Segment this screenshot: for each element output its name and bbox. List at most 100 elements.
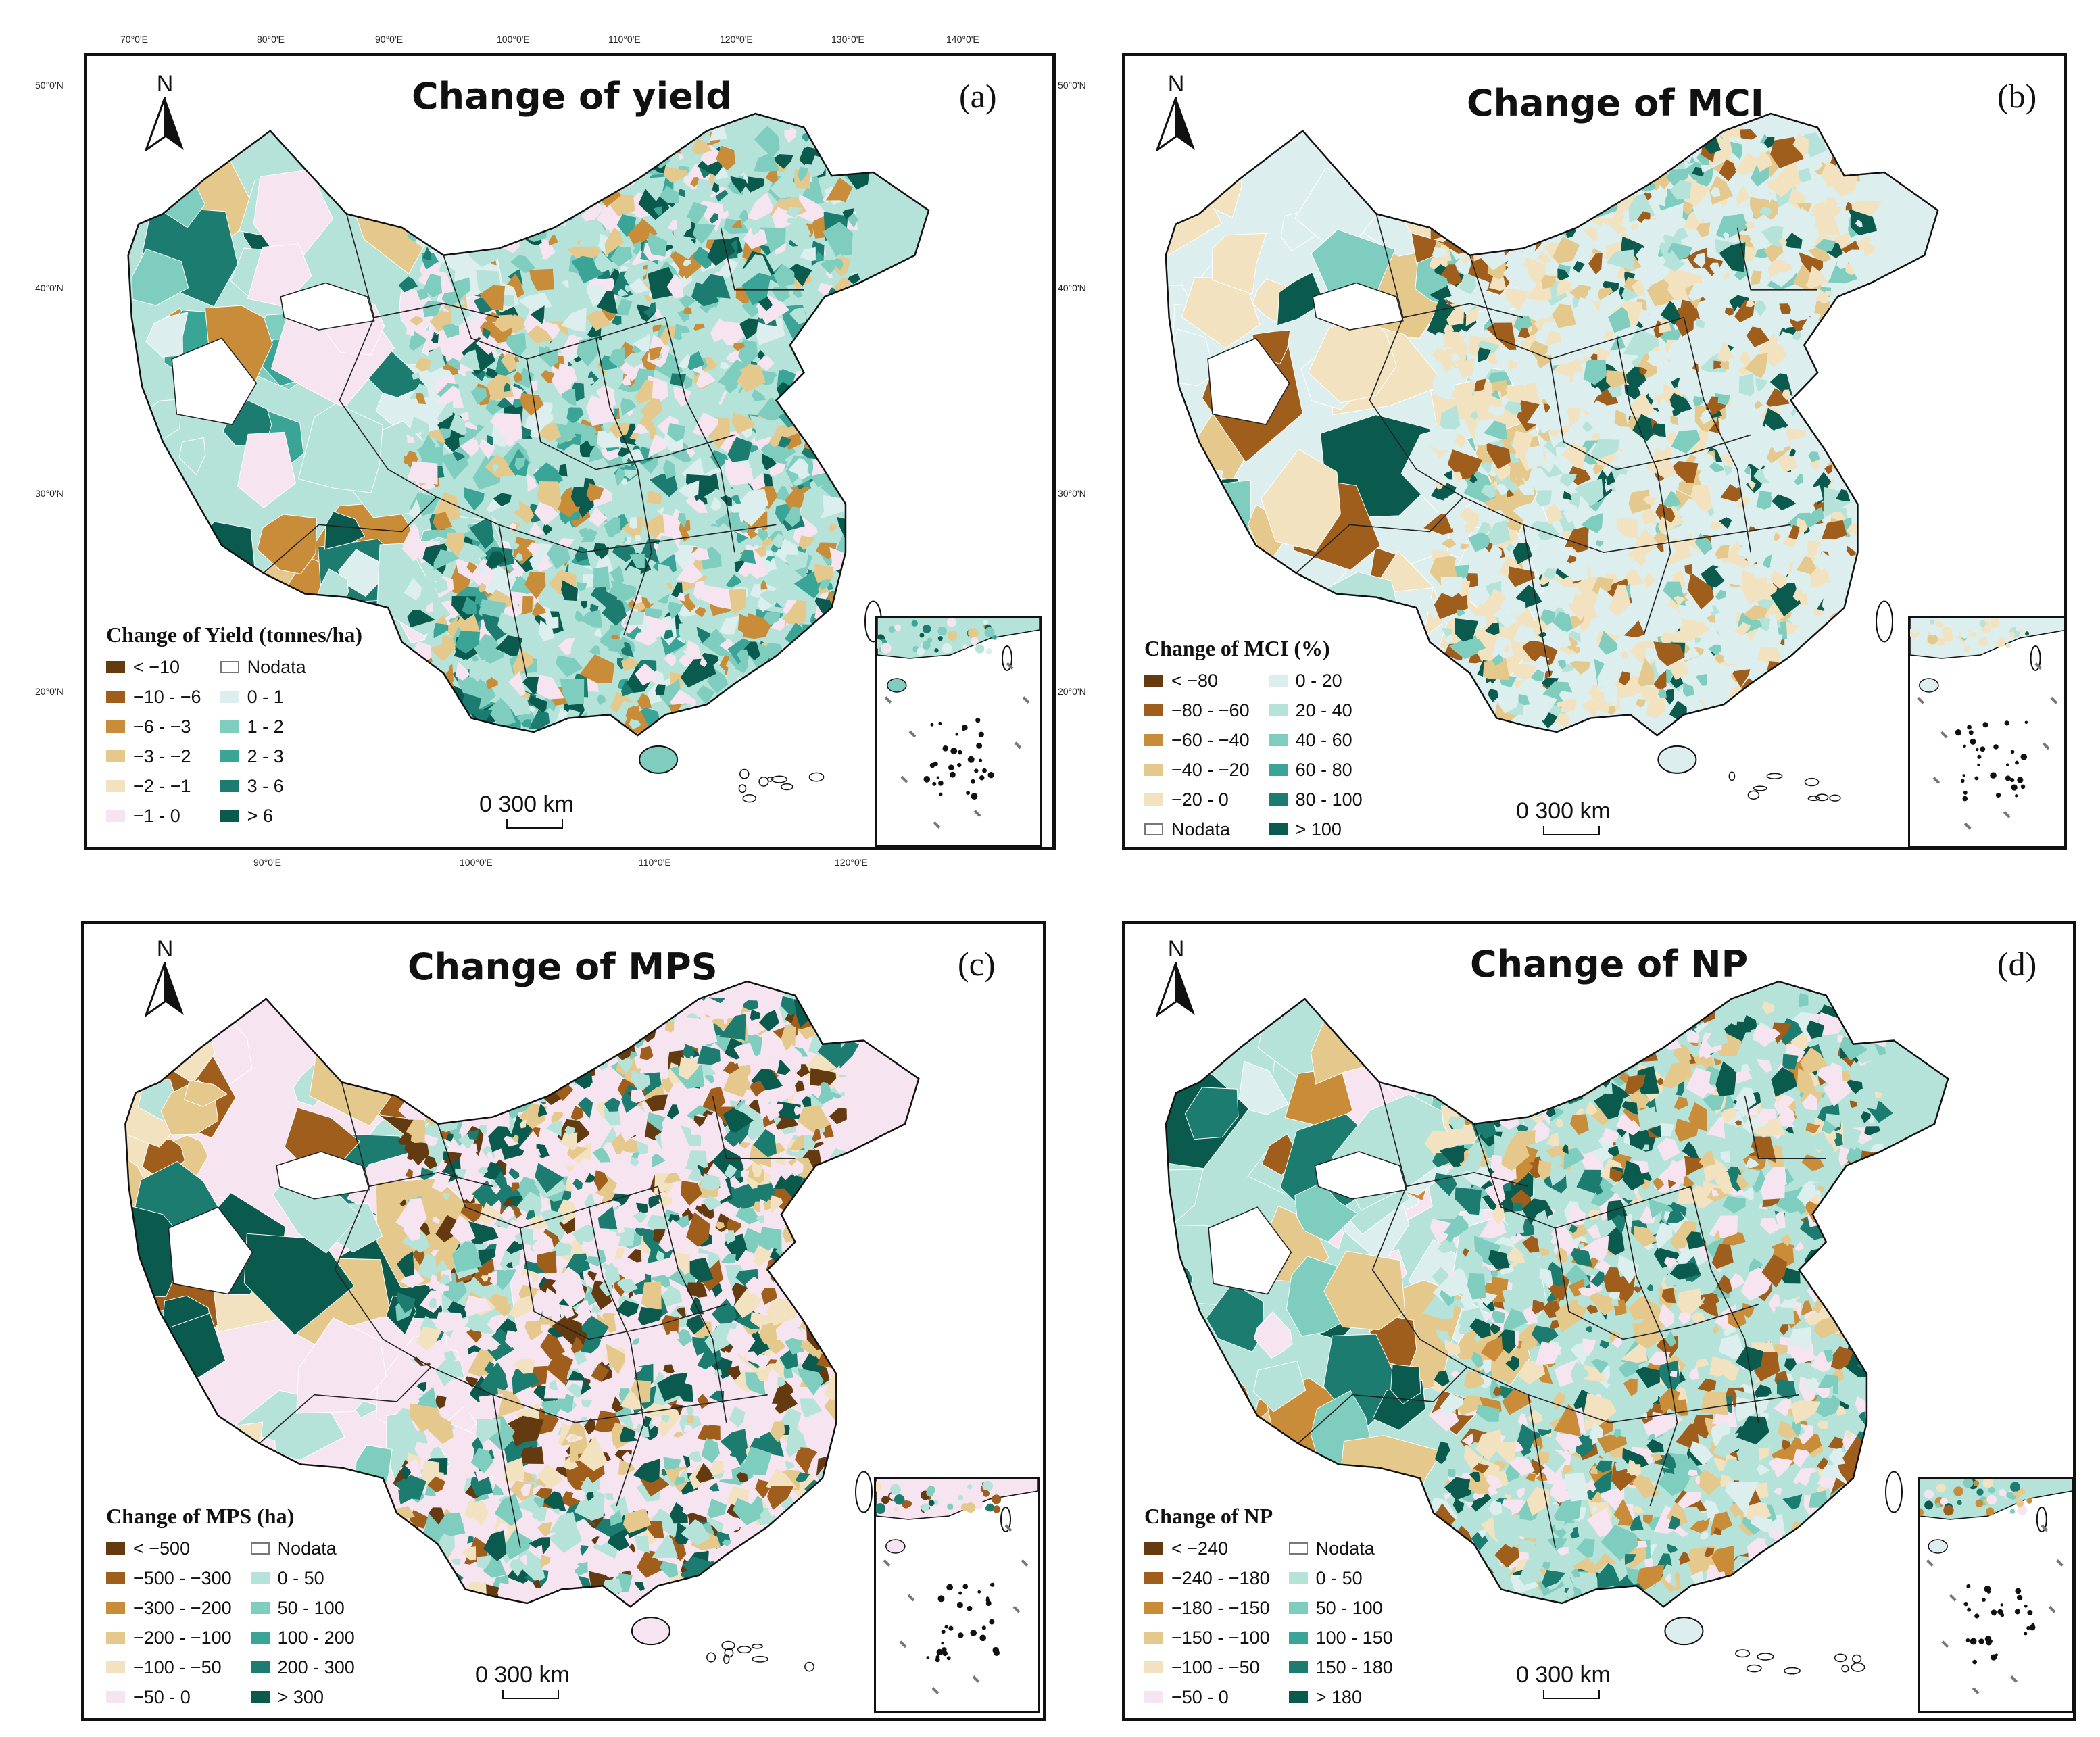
legend-swatch [1288,1691,1308,1703]
province-boundary [1406,1171,1529,1188]
legend-item: 200 - 300 [250,1655,355,1680]
island [1852,1654,1862,1663]
legend-item: −500 - −300 [106,1565,232,1591]
island [1766,773,1783,779]
legend-label: 2 - 3 [247,745,284,766]
legend-swatch [220,691,239,703]
scale-bar-graphic [506,819,563,829]
legend-swatch [106,1602,125,1614]
south-china-sea-inset [875,616,1042,847]
island [706,1652,716,1663]
island [1746,1664,1762,1673]
island [804,1661,814,1672]
legend-label: < −240 [1171,1538,1229,1559]
legend-label: 0 - 50 [1315,1567,1363,1588]
legend-title: Change of Yield (tonnes/ha) [106,622,362,647]
legend-swatch [1144,1572,1163,1584]
legend-swatch [250,1542,270,1555]
legend-item: −3 - −2 [106,743,201,769]
legend-label: −100 - −50 [133,1657,222,1678]
island [723,1654,730,1664]
legend-label: 100 - 200 [277,1627,355,1648]
legend-label: < −500 [133,1538,191,1559]
province-boundary [369,1171,493,1188]
choropleth-map [1165,980,1949,1675]
panel-label: (d) [1997,945,2037,983]
legend-item: < −10 [106,654,201,680]
legend-swatch [1268,675,1288,687]
taiwan-island [855,1471,873,1513]
legend-item: −2 - −1 [106,773,201,799]
panel-label: (a) [959,77,997,115]
island [752,1655,768,1663]
legend-swatch [1144,1542,1163,1555]
legend-label: 40 - 60 [1295,729,1352,750]
south-china-sea-inset [1918,1477,2073,1713]
legend-item: Nodata [250,1536,355,1561]
legend-label: > 180 [1315,1686,1362,1707]
province-boundary [1369,214,1464,498]
legend-swatch [1288,1661,1308,1673]
legend-swatch [106,1691,125,1703]
nodata-region [171,337,258,425]
legend-item: −300 - −200 [106,1595,232,1621]
legend-item: 3 - 6 [220,773,306,799]
province-boundary [334,1081,432,1368]
legend-swatch [250,1602,270,1614]
legend-swatch [1288,1542,1308,1555]
legend-label: −50 - 0 [133,1686,191,1707]
legend-swatch [1268,823,1288,835]
legend-label: −10 - −6 [133,686,201,707]
coord-top: 70°0'E [120,34,148,45]
nodata-region [280,282,375,331]
legend-label: 60 - 80 [1295,759,1352,780]
legend-label: 0 - 20 [1295,670,1342,691]
legend-item: < −240 [1144,1536,1270,1561]
island [737,1646,752,1654]
coord-right: 30°0'N [1058,488,1086,499]
legend-label: Nodata [1171,818,1231,839]
coord-top: 120°0'E [720,34,753,45]
scale-bar: 0 300 km [1516,798,1611,835]
country-outline [1165,112,1939,737]
legend-label: 20 - 40 [1295,700,1352,720]
legend-item: −60 - −40 [1144,727,1250,753]
nodata-region [1207,337,1290,425]
legend-item: > 100 [1268,816,1363,842]
coord-top: 80°0'E [257,34,285,45]
legend-swatch [220,780,239,792]
inset-map [1910,618,2064,830]
island [1834,1653,1847,1663]
nodata-region [168,1206,253,1295]
legend-item: 20 - 40 [1268,698,1363,723]
province-boundary [520,1227,727,1340]
coord-right: 40°0'N [1058,283,1086,293]
legend-item: −40 - −20 [1144,757,1250,783]
coord-bottom: 110°0'E [639,857,671,868]
legend-label: 50 - 100 [277,1597,345,1618]
north-arrow-icon [143,97,184,153]
legend-item: 150 - 180 [1288,1655,1393,1680]
legend-swatch [106,1632,125,1644]
map-title: Change of MPS [408,946,718,988]
nodata-region [1208,1206,1292,1295]
south-china-sea-inset [874,1477,1040,1713]
island [739,768,750,779]
panel-a: N Change of yield (a) Change of Yield (t… [84,53,1056,850]
coord-right: 50°0'N [1058,80,1086,91]
legend-swatch [106,1572,125,1584]
province-boundary [492,1394,521,1548]
legend-swatch [220,661,239,673]
legend-item: 0 - 1 [220,684,306,710]
legend-item: > 6 [220,803,306,829]
island [1747,790,1760,800]
legend-swatch [1144,823,1163,835]
legend-label: −150 - −100 [1171,1627,1270,1648]
legend-label: 1 - 2 [247,716,284,737]
island [1807,796,1820,802]
nodata-region [1312,282,1404,331]
province-boundary [657,1186,727,1423]
legend-item: −180 - −150 [1144,1595,1270,1621]
coord-bottom: 120°0'E [835,857,868,868]
legend-item: 50 - 100 [250,1595,355,1621]
